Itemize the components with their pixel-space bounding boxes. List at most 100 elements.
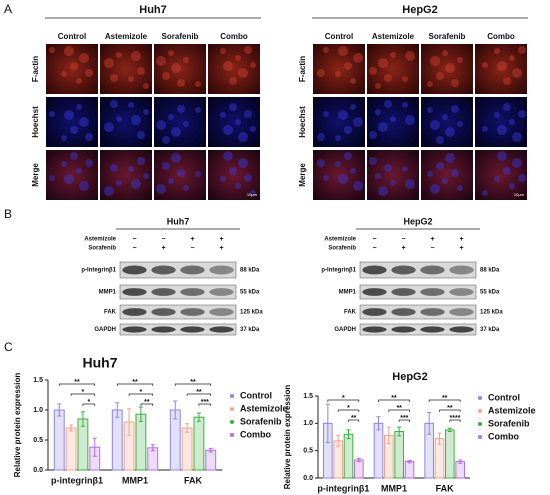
cell-texture bbox=[384, 74, 392, 82]
panel-label: A bbox=[4, 2, 12, 16]
cell-texture bbox=[353, 181, 363, 191]
treatment-sign: − bbox=[401, 236, 405, 243]
x-tick-label: MMP1 bbox=[122, 475, 148, 485]
x-tick-label: FAK bbox=[184, 475, 203, 485]
cell-texture bbox=[436, 162, 444, 170]
cell-texture bbox=[344, 126, 352, 134]
treatment-sign: − bbox=[132, 236, 136, 243]
blot-band bbox=[209, 265, 234, 275]
cell-texture bbox=[61, 135, 67, 141]
cell-texture bbox=[137, 157, 145, 165]
cell-texture bbox=[494, 48, 500, 54]
error-bar bbox=[325, 403, 330, 443]
treatment-sign: − bbox=[430, 245, 434, 252]
significance-bracket bbox=[140, 403, 154, 406]
y-tick-label: 0.5 bbox=[33, 437, 43, 444]
error-bar bbox=[80, 411, 85, 427]
cell-texture bbox=[223, 125, 233, 135]
cell-texture bbox=[375, 109, 381, 115]
cell-texture bbox=[177, 79, 185, 87]
cell-texture bbox=[323, 111, 329, 117]
treatment-label: Astemizole bbox=[84, 237, 116, 243]
blot-band bbox=[362, 326, 387, 333]
cell-texture bbox=[250, 126, 256, 132]
cell-texture bbox=[451, 169, 459, 177]
cell-texture bbox=[350, 168, 356, 174]
micrograph bbox=[46, 97, 98, 147]
blot-band bbox=[420, 265, 445, 275]
panel-label: C bbox=[4, 340, 13, 354]
cell-line-title: HepG2 bbox=[402, 4, 437, 16]
blot-band bbox=[151, 326, 176, 333]
cell-texture bbox=[244, 110, 252, 118]
blot-band bbox=[209, 288, 234, 296]
blot-band bbox=[391, 326, 416, 333]
legend-label: Control bbox=[488, 392, 520, 402]
micrograph bbox=[475, 44, 527, 94]
cell-texture bbox=[338, 110, 348, 120]
cell-texture bbox=[509, 119, 515, 125]
cell-texture bbox=[390, 180, 396, 186]
blot-band bbox=[391, 308, 416, 316]
micrograph bbox=[100, 97, 152, 147]
cell-texture bbox=[64, 110, 74, 120]
column-label: Combo bbox=[487, 32, 515, 41]
cell-texture bbox=[128, 76, 134, 82]
cell-texture bbox=[220, 176, 226, 182]
protein-size: 125 kDa bbox=[240, 310, 263, 316]
cell-texture bbox=[378, 186, 388, 196]
significance-bracket bbox=[378, 399, 410, 402]
bar bbox=[135, 413, 147, 471]
legend-marker bbox=[230, 420, 234, 424]
significance-label: ** bbox=[391, 395, 397, 402]
cell-texture bbox=[430, 184, 440, 194]
cell-texture bbox=[223, 151, 233, 161]
micrograph bbox=[154, 97, 206, 147]
cell-texture bbox=[104, 58, 114, 68]
blot-band bbox=[362, 288, 387, 296]
protein-label: p-Integrinβ1 bbox=[81, 268, 116, 274]
cell-texture bbox=[85, 133, 93, 141]
cell-texture bbox=[518, 110, 526, 118]
blot-strip bbox=[359, 261, 477, 279]
significance-bracket bbox=[398, 419, 410, 422]
cell-texture bbox=[482, 190, 488, 196]
protein-label: MMP1 bbox=[339, 290, 357, 296]
column-label: Combo bbox=[220, 32, 248, 41]
cell-texture bbox=[497, 61, 507, 71]
x-tick-label: p-integrinβ1 bbox=[51, 475, 103, 485]
cell-texture bbox=[335, 161, 341, 167]
significance-label: *** bbox=[201, 399, 209, 406]
legend-marker bbox=[478, 422, 482, 426]
legend-label: Control bbox=[240, 390, 272, 400]
significance-label: ** bbox=[442, 395, 448, 402]
cell-texture bbox=[353, 117, 363, 127]
micrograph bbox=[100, 150, 152, 200]
cell-texture bbox=[378, 122, 388, 132]
cell-texture bbox=[497, 151, 507, 161]
significance-label: **** bbox=[450, 415, 461, 422]
legend-label: Sorafenib bbox=[488, 418, 530, 428]
error-bar bbox=[356, 457, 361, 463]
cell-texture bbox=[162, 136, 170, 144]
legend-label: Combo bbox=[240, 429, 271, 439]
significance-label: ** bbox=[190, 379, 196, 386]
blot-strip bbox=[119, 323, 237, 336]
cell-texture bbox=[350, 78, 356, 84]
micrograph bbox=[421, 150, 473, 200]
error-bar bbox=[115, 402, 120, 418]
cell-texture bbox=[451, 105, 459, 113]
y-tick-label: 0.0 bbox=[33, 467, 43, 474]
cell-texture bbox=[509, 55, 515, 61]
cell-texture bbox=[229, 167, 237, 175]
cell-texture bbox=[110, 164, 118, 172]
cell-texture bbox=[79, 117, 89, 127]
error-bar bbox=[458, 459, 463, 464]
bar bbox=[53, 409, 65, 471]
micrograph bbox=[208, 150, 260, 200]
blot-band bbox=[209, 308, 234, 316]
treatment-sign: + bbox=[190, 236, 194, 243]
cell-texture bbox=[384, 100, 392, 108]
cell-texture bbox=[375, 83, 381, 89]
